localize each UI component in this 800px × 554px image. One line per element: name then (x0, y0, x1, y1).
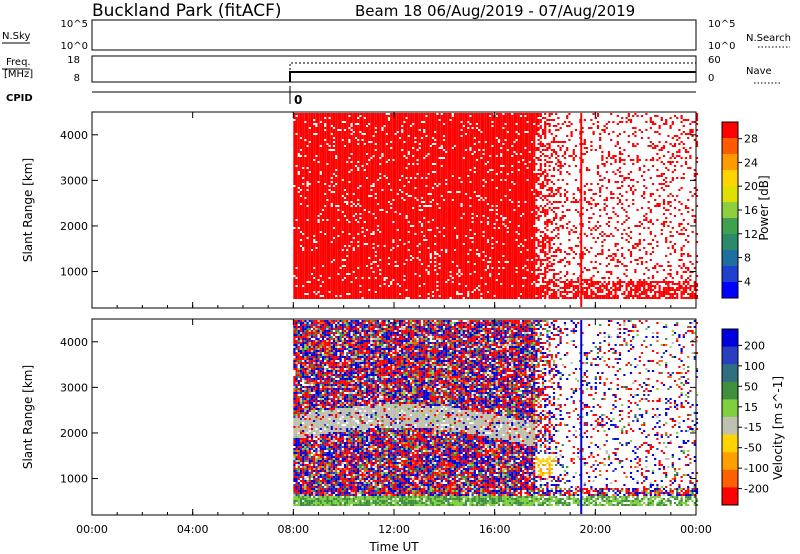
colorbar-swatch (722, 364, 738, 382)
colorbar-swatch (722, 470, 738, 488)
cpid-label: CPID (6, 93, 33, 104)
nsky-panel (92, 20, 696, 50)
y-tick-label: 2000 (60, 427, 88, 440)
colorbar-swatch (722, 202, 738, 219)
power-y-label: Slant Range [km] (21, 158, 35, 262)
colorbar-tick-label: 12 (744, 228, 758, 241)
freq-unit: [MHz] (4, 69, 33, 80)
power-heatmap (293, 113, 698, 307)
colorbar-tick-label: 15 (744, 401, 758, 414)
nsky-tick-top: 10^5 (61, 19, 88, 30)
x-tick-label: 16:00 (479, 523, 511, 536)
station-title: Buckland Park (fitACF) (92, 1, 282, 21)
nave-tick-top: 60 (708, 55, 721, 66)
x-tick-label: 08:00 (277, 523, 309, 536)
y-tick-label: 1000 (60, 473, 88, 486)
data-stripe (580, 320, 582, 514)
colorbar-tick-label: 20 (744, 180, 758, 193)
freq-tick-bottom: 8 (74, 73, 80, 84)
nsearch-label: N.Search (746, 33, 791, 44)
colorbar-swatch (722, 138, 738, 155)
y-tick-label: 3000 (60, 174, 88, 187)
nave-tick-bottom: 0 (708, 73, 714, 84)
velocity-colorbar-label: Velocity [m s^-1] (771, 376, 785, 480)
colorbar-swatch (722, 399, 738, 417)
colorbar-swatch (722, 122, 738, 139)
freq-tick-top: 18 (67, 55, 80, 66)
velocity-colorbar: 200 100 50 15 -15 -50 -100 -200 (722, 329, 769, 506)
nsearch-tick-top: 10^5 (708, 19, 735, 30)
colorbar-swatch (722, 382, 738, 400)
colorbar-swatch (722, 218, 738, 235)
x-axis-label: Time UT (368, 540, 419, 554)
x-tick-label: 00:00 (680, 523, 712, 536)
colorbar-swatch (722, 250, 738, 267)
x-tick-label: 12:00 (378, 523, 410, 536)
colorbar-tick-label: 24 (744, 156, 758, 169)
freq-trace (290, 72, 696, 82)
colorbar-swatch (722, 282, 738, 299)
y-tick-label: 1000 (60, 266, 88, 279)
y-tick-label: 3000 (60, 381, 88, 394)
colorbar-swatch (722, 154, 738, 171)
x-tick-label: 20:00 (579, 523, 611, 536)
colorbar-tick-label: 100 (744, 360, 765, 373)
colorbar-swatch (722, 170, 738, 187)
colorbar-tick-label: -100 (744, 462, 769, 475)
nsky-tick-bottom: 10^0 (61, 41, 88, 52)
colorbar-swatch (722, 347, 738, 365)
colorbar-swatch (722, 186, 738, 203)
nsearch-tick-bottom: 10^0 (708, 41, 735, 52)
colorbar-tick-label: 16 (744, 204, 758, 217)
velocity-y-label: Slant Range [km] (21, 365, 35, 469)
nsky-label: N.Sky (2, 31, 30, 42)
colorbar-tick-label: -200 (744, 483, 769, 496)
y-tick-label: 2000 (60, 220, 88, 233)
data-stripe (580, 113, 582, 307)
colorbar-swatch (722, 266, 738, 283)
cpid-value: 0 (294, 93, 302, 107)
colorbar-tick-label: 50 (744, 380, 758, 393)
freq-panel (92, 56, 696, 82)
power-colorbar: 28 24 20 16 12 8 4 (722, 122, 758, 299)
colorbar-swatch (722, 452, 738, 470)
power-colorbar-label: Power [dB] (757, 175, 771, 240)
colorbar-tick-label: 28 (744, 133, 758, 146)
colorbar-tick-label: 4 (744, 275, 751, 288)
colorbar-tick-label: 200 (744, 339, 765, 352)
velocity-heatmap (293, 320, 698, 514)
colorbar-tick-label: -15 (744, 421, 762, 434)
colorbar-swatch (722, 234, 738, 251)
y-tick-label: 4000 (60, 336, 88, 349)
freq-label: Freq. (6, 57, 31, 68)
colorbar-swatch (722, 329, 738, 347)
x-tick-label: 00:00 (76, 523, 108, 536)
y-tick-label: 4000 (60, 129, 88, 142)
colorbar-tick-label: -50 (744, 442, 762, 455)
beam-date-title: Beam 18 06/Aug/2019 - 07/Aug/2019 (355, 2, 635, 20)
colorbar-swatch (722, 487, 738, 505)
colorbar-tick-label: 8 (744, 252, 751, 265)
colorbar-swatch (722, 435, 738, 453)
nave-label: Nave (746, 66, 772, 77)
colorbar-swatch (722, 417, 738, 435)
x-tick-label: 04:00 (177, 523, 209, 536)
